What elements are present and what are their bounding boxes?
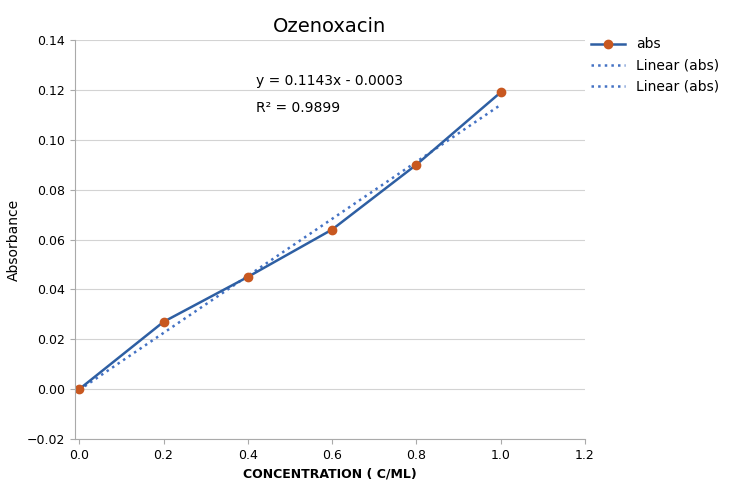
Legend: abs, Linear (abs), Linear (abs): abs, Linear (abs), Linear (abs) — [585, 32, 725, 99]
Text: y = 0.1143x - 0.0003: y = 0.1143x - 0.0003 — [256, 74, 404, 88]
X-axis label: CONCENTRATION ( C/ML): CONCENTRATION ( C/ML) — [243, 468, 417, 481]
Title: Ozenoxacin: Ozenoxacin — [273, 16, 387, 35]
Y-axis label: Absorbance: Absorbance — [8, 199, 21, 280]
Text: R² = 0.9899: R² = 0.9899 — [256, 101, 340, 115]
